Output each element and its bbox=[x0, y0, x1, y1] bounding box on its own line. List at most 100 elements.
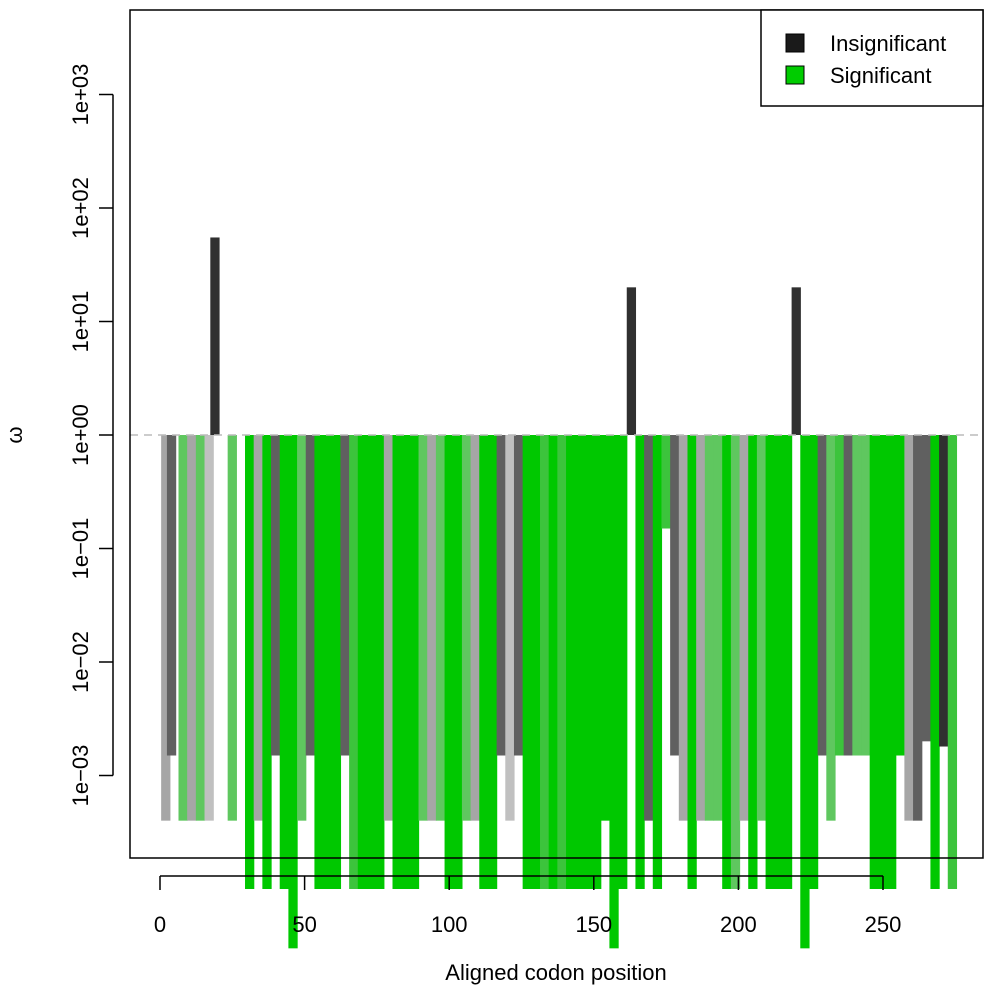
bar-55 bbox=[314, 435, 324, 889]
bar-154 bbox=[600, 435, 611, 821]
bar-58 bbox=[323, 435, 333, 889]
bar-199 bbox=[730, 435, 741, 889]
bar-40 bbox=[271, 435, 281, 756]
bar-127 bbox=[522, 435, 532, 889]
bar-241 bbox=[852, 435, 862, 756]
bar-8 bbox=[178, 435, 188, 821]
x-tick-label: 150 bbox=[575, 912, 612, 937]
bar-175 bbox=[661, 435, 671, 529]
bar-256 bbox=[895, 435, 905, 756]
bar-187 bbox=[696, 435, 706, 821]
bar-181 bbox=[678, 435, 689, 821]
bar-226 bbox=[808, 435, 819, 889]
bar-46 bbox=[288, 435, 298, 949]
bar-271 bbox=[939, 435, 949, 747]
bar-196 bbox=[722, 435, 732, 889]
bar-97 bbox=[435, 435, 446, 821]
bar-211 bbox=[765, 435, 775, 889]
bar-130 bbox=[531, 435, 541, 889]
y-tick-label: 1e+03 bbox=[68, 64, 93, 126]
bar-268 bbox=[930, 435, 940, 889]
bar-73 bbox=[366, 435, 376, 889]
bar-112 bbox=[479, 435, 489, 889]
y-axis: 1e−03 1e−02 1e−01 1e+00 1e+01 1e+02 1e+03 bbox=[68, 64, 114, 807]
legend-swatch-significant bbox=[785, 65, 805, 85]
bar-49 bbox=[297, 435, 307, 821]
plot-frame bbox=[129, 9, 984, 859]
bar-193 bbox=[713, 435, 723, 821]
x-tick-label: 200 bbox=[720, 912, 757, 937]
bar-259 bbox=[904, 435, 914, 821]
bar-34 bbox=[253, 435, 263, 821]
bar-253 bbox=[887, 435, 897, 889]
bar-217 bbox=[782, 435, 793, 889]
bar-2 bbox=[161, 435, 171, 821]
bar-103 bbox=[453, 435, 463, 889]
bar-37 bbox=[262, 435, 272, 889]
bar-121 bbox=[505, 435, 515, 821]
bar-202 bbox=[739, 435, 749, 821]
x-tick-label: 100 bbox=[431, 912, 468, 937]
y-tick-label: 1e−03 bbox=[68, 745, 93, 807]
bar-205 bbox=[748, 435, 758, 889]
y-tick-label: 1e+02 bbox=[68, 177, 93, 239]
bar-43 bbox=[279, 435, 289, 889]
bar-166 bbox=[635, 435, 645, 889]
y-tick-label: 1e−02 bbox=[68, 631, 93, 693]
x-axis-title: Aligned codon position bbox=[445, 960, 666, 985]
y-tick-label: 1e+00 bbox=[68, 404, 93, 466]
bar-160 bbox=[618, 435, 628, 889]
bar-124 bbox=[513, 435, 524, 756]
bar-232 bbox=[826, 435, 836, 821]
bar-238 bbox=[843, 435, 853, 756]
bar-88 bbox=[409, 435, 420, 889]
bar-85 bbox=[401, 435, 411, 889]
bar-79 bbox=[383, 435, 394, 821]
x-axis: 0 50 100 150 200 250 bbox=[154, 875, 902, 937]
bar-136 bbox=[548, 435, 558, 889]
bar-265 bbox=[921, 435, 932, 742]
bars-group bbox=[161, 237, 958, 949]
bar-229 bbox=[817, 435, 827, 756]
bar-17 bbox=[204, 435, 214, 821]
bar-106 bbox=[461, 435, 472, 821]
bar-14 bbox=[195, 435, 206, 821]
bar-94 bbox=[427, 435, 437, 821]
bar-61 bbox=[331, 435, 342, 889]
bar-70 bbox=[357, 435, 368, 889]
bar-11 bbox=[187, 435, 197, 821]
legend-label-significant: Significant bbox=[830, 63, 932, 88]
bar-139 bbox=[557, 435, 567, 889]
bar-235 bbox=[834, 435, 845, 756]
x-tick-label: 250 bbox=[865, 912, 902, 937]
bar-148 bbox=[583, 435, 593, 889]
bar-214 bbox=[774, 435, 784, 889]
bar-244 bbox=[861, 435, 871, 756]
bar-4 bbox=[166, 435, 177, 756]
bar-82 bbox=[392, 435, 402, 889]
bar-100 bbox=[444, 435, 454, 889]
y-axis-title: ω bbox=[2, 426, 27, 443]
x-tick-label: 0 bbox=[154, 912, 166, 937]
bar-262 bbox=[913, 435, 923, 821]
bar-184 bbox=[687, 435, 697, 889]
y-tick-label: 1e−01 bbox=[68, 518, 93, 580]
bar-67 bbox=[349, 435, 359, 889]
bar-190 bbox=[704, 435, 715, 821]
bar-220 bbox=[791, 287, 801, 435]
bar-208 bbox=[756, 435, 767, 821]
bar-19 bbox=[210, 237, 220, 435]
bar-91 bbox=[418, 435, 428, 821]
bar-133 bbox=[539, 435, 550, 889]
bar-109 bbox=[470, 435, 480, 821]
bar-163 bbox=[626, 287, 637, 435]
bar-151 bbox=[592, 435, 602, 889]
legend-swatch-insignificant bbox=[785, 33, 805, 53]
bar-247 bbox=[869, 435, 879, 889]
legend-label-insignificant: Insignificant bbox=[830, 31, 946, 56]
bar-76 bbox=[375, 435, 385, 889]
bar-169 bbox=[644, 435, 654, 821]
bar-115 bbox=[487, 435, 498, 889]
bar-31 bbox=[245, 435, 255, 889]
